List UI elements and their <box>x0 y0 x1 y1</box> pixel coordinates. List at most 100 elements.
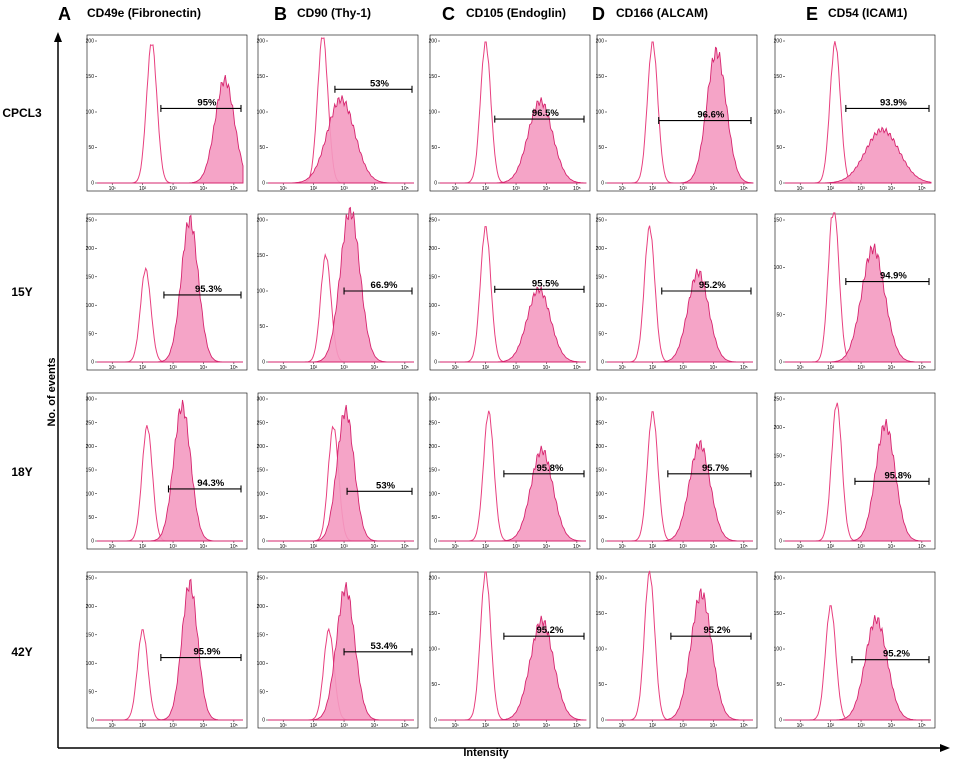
y-tick-label: 150 <box>596 74 605 80</box>
stained-histogram <box>440 615 587 721</box>
row-label-42y: 42Y <box>11 645 32 659</box>
stained-histogram <box>268 206 414 363</box>
x-tick-label: 10¹ <box>280 723 288 729</box>
x-tick-label: 10⁵ <box>230 723 238 729</box>
x-tick-label: 10⁵ <box>573 544 581 550</box>
y-tick-label: 50 <box>431 515 437 521</box>
y-tick-label: 150 <box>257 633 266 639</box>
percent-positive-label: 66.9% <box>371 280 398 291</box>
y-tick-label: 0 <box>262 718 265 724</box>
x-tick-label: 10¹ <box>452 365 460 371</box>
y-tick-label: 0 <box>434 718 437 724</box>
x-tick-label: 10⁴ <box>371 723 379 729</box>
x-tick-label: 10¹ <box>280 544 288 550</box>
y-tick-label: 200 <box>596 444 605 450</box>
x-tick-label: 10² <box>649 544 657 550</box>
x-tick-label: 10⁴ <box>200 544 208 550</box>
y-tick-label: 50 <box>431 682 437 688</box>
y-tick-label: 50 <box>431 145 437 151</box>
percent-positive-label: 96.5% <box>532 108 559 119</box>
x-tick-label: 10⁴ <box>710 723 718 729</box>
y-tick-label: 0 <box>434 181 437 187</box>
x-tick-label: 10² <box>827 544 835 550</box>
y-tick-label: 50 <box>259 515 265 521</box>
stained-histogram <box>268 404 414 542</box>
x-tick-label: 10¹ <box>109 723 117 729</box>
x-tick-label: 10² <box>310 544 318 550</box>
percent-positive-label: 95.9% <box>193 647 220 658</box>
stained-histogram <box>97 74 244 184</box>
x-tick-label: 10⁴ <box>543 544 551 550</box>
y-tick-label: 250 <box>257 576 266 582</box>
x-tick-label: 10⁵ <box>573 186 581 192</box>
x-tick-label: 10³ <box>169 365 177 371</box>
y-tick-label: 0 <box>779 181 782 187</box>
y-tick-label: 150 <box>429 74 438 80</box>
y-tick-label: 200 <box>596 39 605 45</box>
x-tick-label: 10⁵ <box>573 723 581 729</box>
y-tick-label: 200 <box>86 39 95 45</box>
stained-histogram <box>97 399 243 542</box>
y-tick-label: 100 <box>596 647 605 653</box>
stained-histogram <box>97 578 243 721</box>
percent-positive-label: 93.9% <box>880 97 907 108</box>
y-tick-label: 50 <box>431 331 437 337</box>
x-tick-label: 10⁴ <box>371 365 379 371</box>
y-tick-label: 200 <box>86 246 95 252</box>
panel-frame <box>774 571 936 729</box>
x-tick-label: 10¹ <box>619 365 627 371</box>
y-tick-label: 100 <box>774 265 783 271</box>
x-tick-label: 10⁴ <box>888 544 896 550</box>
percent-positive-label: 94.3% <box>197 478 224 489</box>
x-tick-label: 10³ <box>169 723 177 729</box>
x-tick-label: 10⁴ <box>888 723 896 729</box>
panel-18y-a: 0 50 100 150 200 250 300 10¹ 10² 10³ 10⁴ 10⁵ 94.3% <box>86 392 248 550</box>
x-tick-label: 10¹ <box>797 723 805 729</box>
x-tick-label: 10⁵ <box>918 723 926 729</box>
x-tick-label: 10⁵ <box>918 186 926 192</box>
x-tick-label: 10² <box>139 723 147 729</box>
column-title-c: CD105 (Endoglin) <box>466 6 566 20</box>
x-tick-label: 10¹ <box>452 186 460 192</box>
stained-histogram <box>607 268 753 363</box>
y-tick-label: 200 <box>429 576 438 582</box>
x-tick-label: 10³ <box>512 365 520 371</box>
x-tick-label: 10¹ <box>619 186 627 192</box>
x-tick-label: 10⁵ <box>918 365 926 371</box>
y-tick-label: 300 <box>257 397 266 403</box>
y-tick-label: 0 <box>434 360 437 366</box>
x-tick-label: 10⁵ <box>230 365 238 371</box>
x-tick-label: 10³ <box>169 544 177 550</box>
x-tick-label: 10² <box>482 365 490 371</box>
y-tick-label: 50 <box>88 515 94 521</box>
percent-positive-label: 95.8% <box>885 470 912 481</box>
x-tick-label: 10⁵ <box>740 544 748 550</box>
panel-frame <box>429 34 591 192</box>
column-letter-a: A <box>58 4 71 24</box>
panel-frame <box>596 213 758 371</box>
row-labels: CPCL3 15Y 18Y 42Y <box>2 106 42 659</box>
x-tick-label: 10² <box>649 186 657 192</box>
column-headers: A CD49e (Fibronectin) B CD90 (Thy-1) C CD105 … <box>58 4 907 24</box>
x-tick-label: 10⁵ <box>401 186 409 192</box>
y-tick-label: 0 <box>601 539 604 545</box>
panel-18y-c: 0 50 100 150 200 250 300 10¹ 10² 10³ 10⁴ 10⁵ 95.8% <box>429 392 591 550</box>
x-tick-label: 10² <box>827 186 835 192</box>
panel-18y-d: 0 50 100 150 200 250 300 10¹ 10² 10³ 10⁴ 10⁵ 95.7% <box>596 392 758 550</box>
x-tick-label: 10⁵ <box>401 544 409 550</box>
y-tick-label: 100 <box>774 482 783 488</box>
y-tick-label: 200 <box>596 246 605 252</box>
y-tick-label: 100 <box>86 491 95 497</box>
y-tick-label: 100 <box>596 303 605 309</box>
x-tick-label: 10⁴ <box>200 186 208 192</box>
y-tick-label: 150 <box>429 468 438 474</box>
y-tick-label: 0 <box>601 360 604 366</box>
y-tick-label: 150 <box>257 468 266 474</box>
x-tick-label: 10² <box>310 365 318 371</box>
x-tick-label: 10³ <box>340 365 348 371</box>
y-tick-label: 200 <box>774 425 783 431</box>
y-axis-title: No. of events <box>46 357 58 426</box>
x-tick-label: 10⁴ <box>888 186 896 192</box>
y-tick-label: 50 <box>776 510 782 516</box>
